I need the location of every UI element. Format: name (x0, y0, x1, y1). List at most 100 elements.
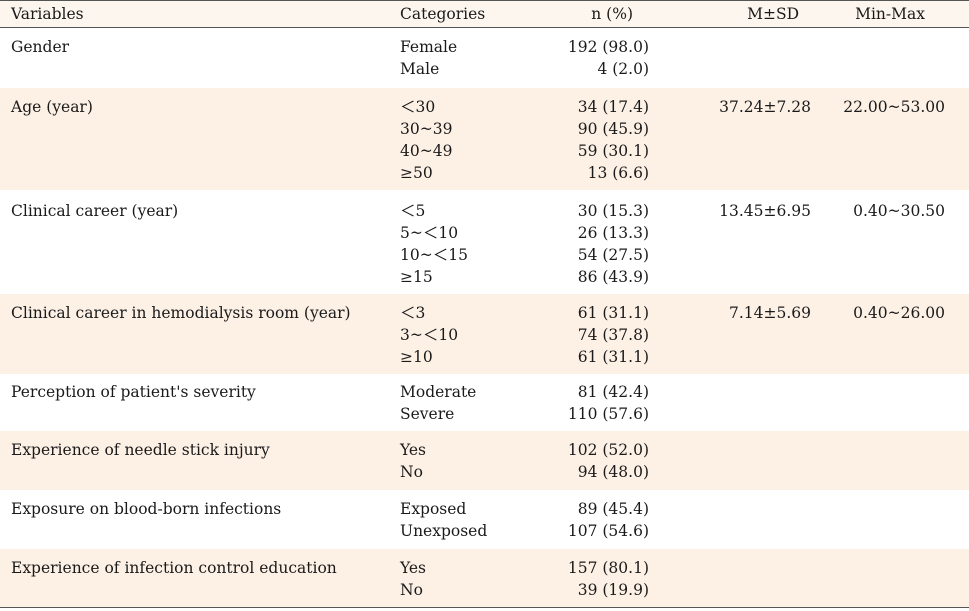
min-max-cell (811, 439, 945, 483)
n-percent-value: 34 (17.4) (577, 98, 649, 116)
min-max-cell (811, 381, 945, 425)
n-percent-cell: 192 (98.0) 4 (2.0) (548, 36, 649, 80)
n-percent-value: 61 (31.1) (577, 304, 649, 322)
mean-sd-cell: 37.24±7.28 (649, 96, 811, 184)
category-label: Moderate (400, 383, 477, 401)
n-percent-value: 13 (6.6) (587, 164, 649, 182)
min-max-cell: 0.40~26.00 (811, 302, 945, 368)
category-label: Yes (400, 559, 427, 577)
mean-sd-cell: 7.14±5.69 (649, 302, 811, 368)
category-label: Unexposed (400, 522, 488, 540)
variable-label: Exposure on blood-born infections (11, 500, 282, 518)
min-max-cell (811, 36, 945, 80)
categories-cell: ＜30 30~39 40~49 ≥50 (388, 96, 548, 184)
categories-cell: Yes No (388, 557, 548, 601)
n-percent-value: 89 (45.4) (577, 500, 649, 518)
min-max-value: 0.40~30.50 (853, 202, 945, 220)
categories-cell: ＜3 3~＜10 ≥10 (388, 302, 548, 368)
variable-label: Gender (11, 38, 70, 56)
n-percent-value: 157 (80.1) (567, 559, 649, 577)
n-percent-value: 110 (57.6) (567, 405, 649, 423)
min-max-cell: 22.00~53.00 (811, 96, 945, 184)
categories-cell: Exposed Unexposed (388, 498, 548, 542)
variable-cell: Gender (0, 36, 388, 80)
variable-cell: Perception of patient's severity (0, 381, 388, 425)
table-row: Clinical career in hemodialysis room (ye… (0, 294, 969, 374)
mean-sd-value: 13.45±6.95 (719, 202, 811, 220)
n-percent-value: 54 (27.5) (577, 246, 649, 264)
n-percent-value: 4 (2.0) (597, 60, 649, 78)
n-percent-value: 61 (31.1) (577, 348, 649, 366)
mean-sd-cell (649, 557, 811, 601)
n-percent-value: 26 (13.3) (577, 224, 649, 242)
n-percent-value: 30 (15.3) (577, 202, 649, 220)
n-percent-value: 59 (30.1) (577, 142, 649, 160)
category-label: Severe (400, 405, 455, 423)
mean-sd-value: 7.14±5.69 (728, 304, 811, 322)
min-max-value: 0.40~26.00 (853, 304, 945, 322)
variable-cell: Clinical career in hemodialysis room (ye… (0, 302, 388, 368)
variable-label: Experience of needle stick injury (11, 441, 270, 459)
min-max-cell: 0.40~30.50 (811, 200, 945, 288)
header-n-percent: n (%) (591, 5, 633, 23)
mean-sd-cell: 13.45±6.95 (649, 200, 811, 288)
min-max-cell (811, 557, 945, 601)
n-percent-value: 192 (98.0) (567, 38, 649, 56)
n-percent-cell: 30 (15.3) 26 (13.3) 54 (27.5) 86 (43.9) (548, 200, 649, 288)
variable-label: Experience of infection control educatio… (11, 559, 337, 577)
category-label: Female (400, 38, 458, 56)
header-variables: Variables (11, 5, 84, 23)
n-percent-cell: 81 (42.4) 110 (57.6) (548, 381, 649, 425)
variable-cell: Experience of needle stick injury (0, 439, 388, 483)
min-max-value: 22.00~53.00 (843, 98, 945, 116)
n-percent-cell: 61 (31.1) 74 (37.8) 61 (31.1) (548, 302, 649, 368)
mean-sd-cell (649, 439, 811, 483)
category-label: ＜5 (400, 202, 426, 220)
table-row: Age (year) ＜30 30~39 40~49 ≥50 34 (17.4) 90 (4… (0, 88, 969, 190)
category-label: ≥10 (400, 348, 433, 366)
mean-sd-cell (649, 36, 811, 80)
n-percent-value: 81 (42.4) (577, 383, 649, 401)
n-percent-value: 107 (54.6) (567, 522, 649, 540)
table-header: Variables Categories n (%) M±SD Min-Max (0, 0, 969, 28)
category-label: 5~＜10 (400, 224, 459, 242)
n-percent-value: 90 (45.9) (577, 120, 649, 138)
n-percent-value: 102 (52.0) (567, 441, 649, 459)
variable-label: Perception of patient's severity (11, 383, 256, 401)
category-label: ≥15 (400, 268, 433, 286)
header-categories: Categories (400, 5, 486, 23)
variable-label: Clinical career (year) (11, 202, 179, 220)
table-row: Clinical career (year) ＜5 5~＜10 10~＜15 ≥15 30… (0, 190, 969, 294)
category-label: No (400, 463, 423, 481)
n-percent-value: 74 (37.8) (577, 326, 649, 344)
table-row: Exposure on blood-born infections Exposed… (0, 490, 969, 549)
category-label: 40~49 (400, 142, 453, 160)
category-label: Yes (400, 441, 427, 459)
mean-sd-value: 37.24±7.28 (719, 98, 811, 116)
header-mean-sd: M±SD (747, 5, 799, 23)
category-label: ≥50 (400, 164, 433, 182)
variable-label: Age (year) (11, 98, 93, 116)
category-label: ＜3 (400, 304, 426, 322)
variable-cell: Age (year) (0, 96, 388, 184)
table-row: Perception of patient's severity Moderate… (0, 374, 969, 431)
category-label: 3~＜10 (400, 326, 459, 344)
category-label: Exposed (400, 500, 467, 518)
mean-sd-cell (649, 381, 811, 425)
categories-cell: Moderate Severe (388, 381, 548, 425)
min-max-cell (811, 498, 945, 542)
categories-cell: ＜5 5~＜10 10~＜15 ≥15 (388, 200, 548, 288)
table-row: Experience of infection control educatio… (0, 549, 969, 608)
mean-sd-cell (649, 498, 811, 542)
category-label: 30~39 (400, 120, 453, 138)
category-label: ＜30 (400, 98, 436, 116)
n-percent-value: 94 (48.0) (577, 463, 649, 481)
n-percent-cell: 157 (80.1) 39 (19.9) (548, 557, 649, 601)
header-min-max: Min-Max (855, 5, 925, 23)
category-label: Male (400, 60, 440, 78)
n-percent-cell: 102 (52.0) 94 (48.0) (548, 439, 649, 483)
category-label: 10~＜15 (400, 246, 468, 264)
n-percent-cell: 34 (17.4) 90 (45.9) 59 (30.1) 13 (6.6) (548, 96, 649, 184)
variable-cell: Experience of infection control educatio… (0, 557, 388, 601)
n-percent-value: 39 (19.9) (577, 581, 649, 599)
